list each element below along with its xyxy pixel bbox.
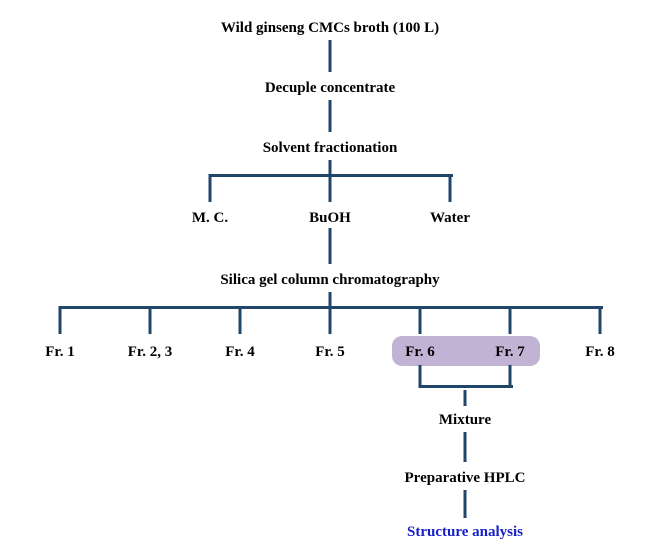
step-hplc: Preparative HPLC xyxy=(405,470,526,487)
solvent-water: Water xyxy=(430,210,470,227)
step-solvent: Solvent fractionation xyxy=(263,140,398,157)
bracket-bar xyxy=(210,174,453,177)
fraction-4: Fr. 4 xyxy=(225,344,254,361)
bracket-bar xyxy=(420,385,513,388)
bracket-tick xyxy=(449,174,452,202)
step-silica: Silica gel column chromatography xyxy=(220,272,439,289)
fraction-8: Fr. 8 xyxy=(585,344,614,361)
connector-vertical xyxy=(329,160,332,174)
bracket-tick xyxy=(149,306,152,334)
solvent-buoh: BuOH xyxy=(309,210,351,227)
bracket-tick xyxy=(419,365,422,388)
title: Wild ginseng CMCs broth (100 L) xyxy=(221,20,439,37)
connector-vertical xyxy=(329,40,332,72)
bracket-tick xyxy=(59,306,62,334)
bracket-tick xyxy=(509,306,512,334)
connector-vertical xyxy=(464,490,467,518)
bracket-bar xyxy=(60,306,603,309)
bracket-tick xyxy=(209,174,212,202)
connector-vertical xyxy=(464,390,467,406)
bracket-tick xyxy=(509,365,512,388)
fraction-2-3: Fr. 2, 3 xyxy=(128,344,172,361)
fraction-1: Fr. 1 xyxy=(45,344,74,361)
fraction-7: Fr. 7 xyxy=(495,344,524,361)
bracket-tick xyxy=(329,306,332,334)
fraction-5: Fr. 5 xyxy=(315,344,344,361)
mixture: Mixture xyxy=(439,412,491,429)
solvent-mc: M. C. xyxy=(192,210,228,227)
fraction-6: Fr. 6 xyxy=(405,344,434,361)
connector-vertical xyxy=(329,228,332,264)
connector-vertical xyxy=(329,100,332,132)
connector-vertical xyxy=(464,432,467,462)
bracket-tick xyxy=(599,306,602,334)
final-analysis: Structure analysis xyxy=(407,524,523,541)
bracket-tick xyxy=(329,174,332,202)
connector-vertical xyxy=(329,292,332,306)
bracket-tick xyxy=(419,306,422,334)
bracket-tick xyxy=(239,306,242,334)
step-decuple: Decuple concentrate xyxy=(265,80,395,97)
